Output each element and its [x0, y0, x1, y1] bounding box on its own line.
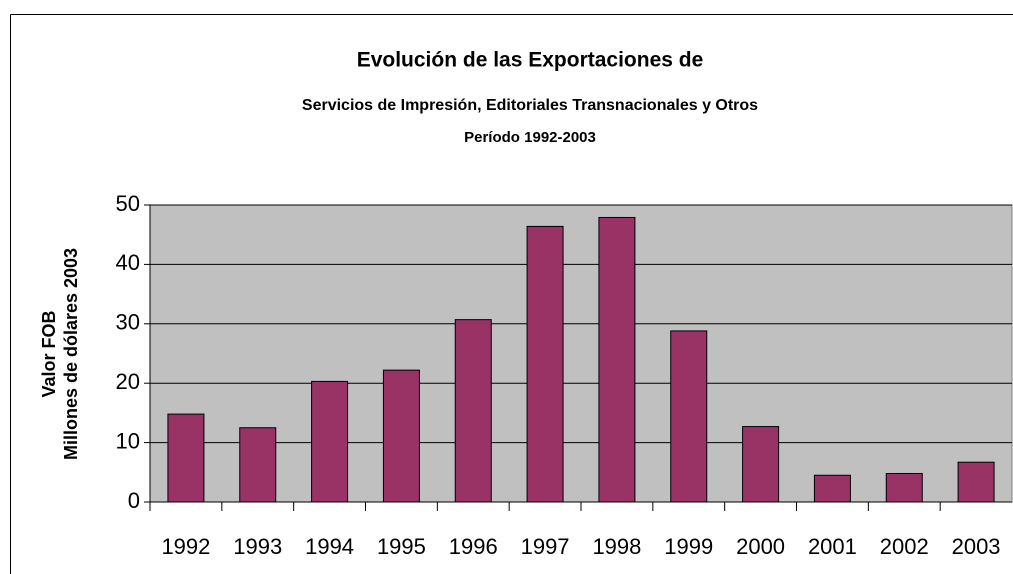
x-tick-label: 1996 [449, 534, 498, 559]
x-tick-label: 2003 [952, 534, 1001, 559]
bar [885, 472, 923, 503]
x-tick-label: 1992 [161, 534, 210, 559]
y-tick-label: 0 [128, 488, 140, 513]
x-tick-label: 1998 [592, 534, 641, 559]
bar [239, 427, 277, 503]
y-tick-label: 50 [116, 191, 140, 216]
bar [957, 461, 995, 503]
bar [167, 413, 205, 503]
x-tick-label: 2001 [808, 534, 857, 559]
x-tick-label: 1993 [233, 534, 282, 559]
x-tick-label: 2002 [880, 534, 929, 559]
y-tick-label: 40 [116, 250, 140, 275]
x-tick-label: 1995 [377, 534, 426, 559]
x-tick-label: 2000 [736, 534, 785, 559]
chart-title: Evolución de las Exportaciones de [357, 49, 704, 72]
bar [598, 216, 636, 503]
bar [454, 319, 492, 503]
y-tick-label: 10 [116, 428, 140, 453]
plot-area [149, 204, 1013, 503]
x-tick-label: 1999 [664, 534, 713, 559]
bar [526, 225, 564, 503]
y-axis-label: Valor FOB [39, 310, 59, 397]
bar [382, 369, 420, 503]
bar [813, 474, 851, 503]
chart-period: Período 1992-2003 [464, 129, 596, 146]
y-tick-label: 20 [116, 369, 140, 394]
x-tick-label: 1997 [521, 534, 570, 559]
bar [311, 380, 349, 503]
bar [670, 330, 708, 503]
y-tick-label: 30 [116, 310, 140, 335]
y-axis-label: Millones de dólares 2003 [61, 248, 81, 460]
bar [742, 426, 780, 503]
chart-subtitle: Servicios de Impresión, Editoriales Tran… [302, 97, 758, 114]
x-tick-label: 1994 [305, 534, 354, 559]
